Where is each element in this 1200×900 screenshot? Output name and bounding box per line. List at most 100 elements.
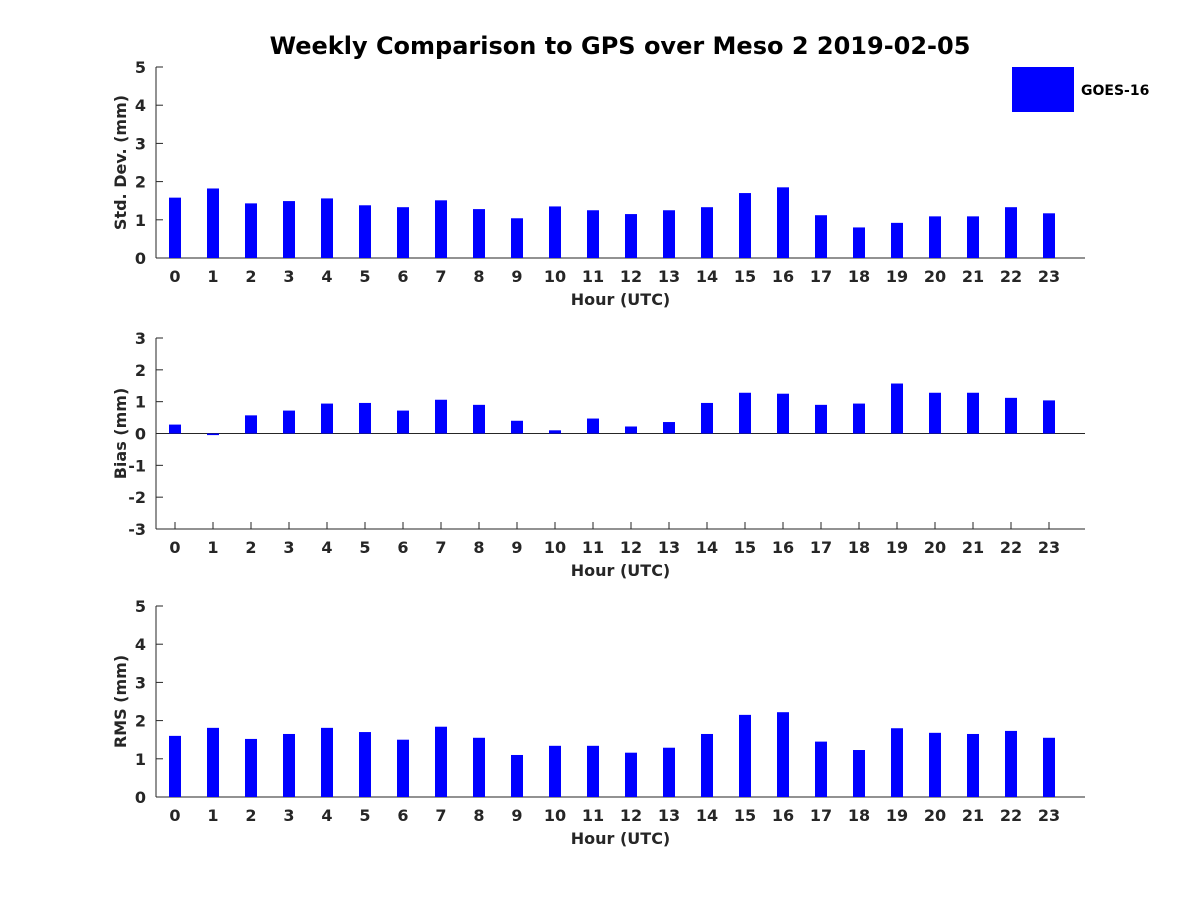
x-tick-label: 15 xyxy=(734,267,756,286)
bar-bias-hour-2 xyxy=(245,415,257,434)
x-tick-label: 11 xyxy=(582,538,604,557)
bar-bias-hour-3 xyxy=(283,410,295,434)
bar-bias-hour-10 xyxy=(549,430,561,434)
x-tick-label: 14 xyxy=(696,538,718,557)
bar-std-dev-hour-19 xyxy=(891,222,903,258)
bar-bias-hour-16 xyxy=(777,393,789,434)
x-tick-label: 2 xyxy=(245,806,256,825)
x-tick-label: 18 xyxy=(848,538,870,557)
y-tick-label: 2 xyxy=(135,712,146,731)
y-tick-label: 4 xyxy=(135,635,146,654)
x-tick-label: 19 xyxy=(886,267,908,286)
bar-bias-hour-11 xyxy=(587,418,599,434)
legend-swatch xyxy=(1012,67,1074,112)
x-tick-label: 4 xyxy=(321,538,332,557)
y-tick-label: -2 xyxy=(128,488,146,507)
y-tick-label: 3 xyxy=(135,134,146,153)
y-tick-label: -3 xyxy=(128,520,146,539)
x-tick-label: 8 xyxy=(473,538,484,557)
x-tick-label: 5 xyxy=(359,806,370,825)
bar-bias-hour-1 xyxy=(207,433,219,436)
y-tick-label: 2 xyxy=(135,173,146,192)
bar-rms-hour-21 xyxy=(967,733,979,797)
bar-bias-hour-9 xyxy=(511,420,523,434)
x-tick-label: 20 xyxy=(924,806,946,825)
y-axis-label: Bias (mm) xyxy=(111,388,130,480)
y-tick-label: 0 xyxy=(135,249,146,268)
bar-rms-hour-6 xyxy=(397,739,409,797)
x-tick-label: 2 xyxy=(245,538,256,557)
x-tick-label: 18 xyxy=(848,806,870,825)
x-tick-label: 9 xyxy=(511,538,522,557)
y-tick-label: 1 xyxy=(135,393,146,412)
x-tick-label: 8 xyxy=(473,806,484,825)
chart-title: Weekly Comparison to GPS over Meso 2 201… xyxy=(270,32,971,60)
bar-bias-hour-22 xyxy=(1005,397,1017,434)
bar-std-dev-hour-22 xyxy=(1005,207,1017,258)
y-tick-label: 3 xyxy=(135,329,146,348)
bar-std-dev-hour-11 xyxy=(587,210,599,258)
x-tick-label: 22 xyxy=(1000,538,1022,557)
bar-bias-hour-8 xyxy=(473,404,485,434)
x-tick-label: 12 xyxy=(620,806,642,825)
x-tick-label: 22 xyxy=(1000,806,1022,825)
bar-bias-hour-14 xyxy=(701,402,713,434)
bar-rms-hour-15 xyxy=(739,714,751,797)
bar-std-dev-hour-5 xyxy=(359,205,371,258)
x-tick-label: 5 xyxy=(359,538,370,557)
x-tick-label: 21 xyxy=(962,806,984,825)
y-tick-label: 3 xyxy=(135,673,146,692)
bar-bias-hour-19 xyxy=(891,383,903,434)
x-tick-label: 10 xyxy=(544,806,566,825)
x-tick-label: 17 xyxy=(810,806,832,825)
x-tick-label: 7 xyxy=(435,806,446,825)
x-tick-label: 23 xyxy=(1038,267,1060,286)
bar-std-dev-hour-2 xyxy=(245,203,257,258)
bar-rms-hour-17 xyxy=(815,741,827,797)
x-tick-label: 1 xyxy=(207,538,218,557)
bar-bias-hour-4 xyxy=(321,403,333,434)
x-tick-label: 0 xyxy=(169,538,180,557)
y-tick-label: 2 xyxy=(135,361,146,380)
bar-rms-hour-13 xyxy=(663,747,675,797)
bar-rms-hour-3 xyxy=(283,733,295,797)
x-tick-label: 5 xyxy=(359,267,370,286)
bar-std-dev-hour-23 xyxy=(1043,213,1055,258)
x-tick-label: 13 xyxy=(658,267,680,286)
bar-rms-hour-9 xyxy=(511,754,523,797)
y-tick-label: 1 xyxy=(135,750,146,769)
bar-rms-hour-0 xyxy=(169,735,181,797)
y-tick-label: 5 xyxy=(135,597,146,616)
bar-rms-hour-23 xyxy=(1043,737,1055,797)
x-tick-label: 19 xyxy=(886,538,908,557)
bar-rms-hour-1 xyxy=(207,727,219,797)
legend-label: GOES-16 xyxy=(1081,83,1149,99)
y-tick-label: 4 xyxy=(135,96,146,115)
x-tick-label: 0 xyxy=(169,806,180,825)
bar-bias-hour-13 xyxy=(663,422,675,434)
bar-std-dev-hour-10 xyxy=(549,206,561,258)
bar-rms-hour-19 xyxy=(891,728,903,797)
x-tick-label: 1 xyxy=(207,267,218,286)
bar-std-dev-hour-21 xyxy=(967,216,979,258)
x-tick-label: 20 xyxy=(924,538,946,557)
x-tick-label: 23 xyxy=(1038,806,1060,825)
bar-std-dev-hour-9 xyxy=(511,218,523,258)
x-tick-label: 16 xyxy=(772,538,794,557)
x-tick-label: 19 xyxy=(886,806,908,825)
bar-rms-hour-12 xyxy=(625,752,637,797)
x-tick-label: 6 xyxy=(397,538,408,557)
bar-rms-hour-18 xyxy=(853,750,865,797)
x-tick-label: 7 xyxy=(435,538,446,557)
bar-std-dev-hour-20 xyxy=(929,216,941,258)
bar-bias-hour-15 xyxy=(739,392,751,434)
bar-bias-hour-21 xyxy=(967,392,979,434)
bar-bias-hour-20 xyxy=(929,392,941,434)
y-tick-label: 0 xyxy=(135,788,146,807)
bar-std-dev-hour-6 xyxy=(397,207,409,258)
bar-bias-hour-12 xyxy=(625,426,637,434)
x-tick-label: 13 xyxy=(658,806,680,825)
